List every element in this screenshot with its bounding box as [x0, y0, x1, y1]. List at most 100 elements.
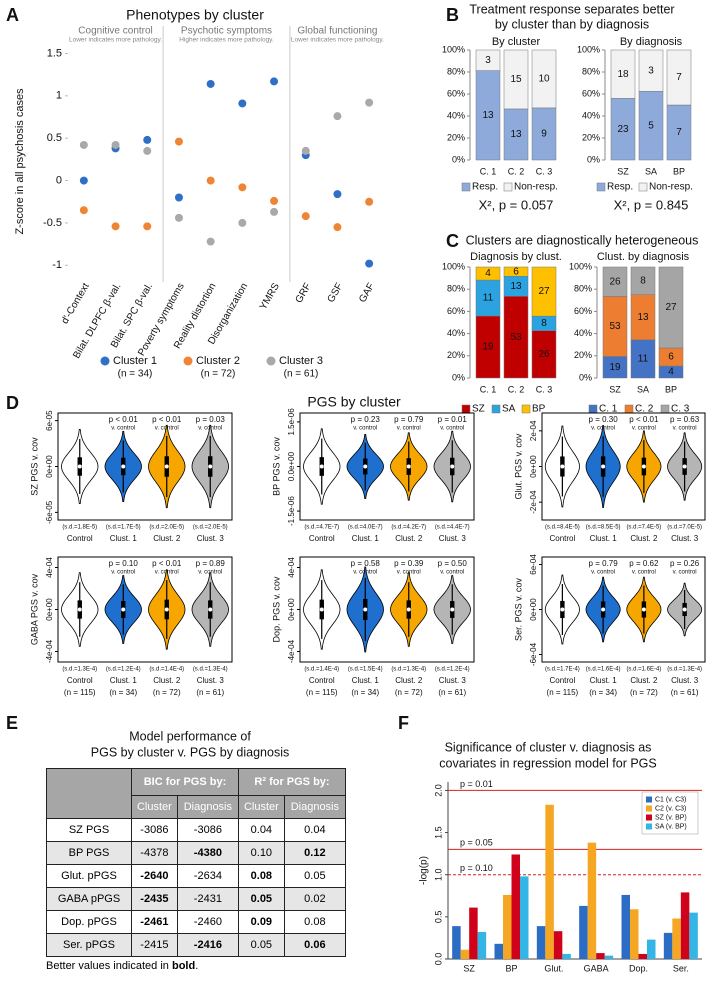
dot: [365, 197, 374, 206]
bar-segment: [638, 49, 664, 92]
panel-letter: E: [6, 713, 18, 733]
y-tick-label: 0%: [587, 154, 600, 164]
header-cell: R² for PGS by:: [237, 768, 347, 796]
data-label: 5: [648, 120, 654, 131]
bar: [469, 907, 478, 959]
table-cell: -2460: [176, 910, 239, 934]
y-tick-label: 0e+00: [529, 598, 538, 621]
panel-letter: C: [446, 231, 459, 251]
data-label: 53: [510, 332, 522, 343]
legend-swatch: [183, 356, 193, 366]
legend-label: BP: [532, 404, 546, 415]
bar: [604, 955, 614, 959]
violin-median: [121, 464, 126, 469]
table-cell: 0.02: [283, 887, 347, 911]
table-cell: -2415: [131, 933, 178, 957]
table-cell: -2461: [131, 910, 178, 934]
y-tick-label: 40%: [574, 328, 592, 338]
p-label: p = 0.23: [351, 415, 381, 424]
y-tick-label: -6e-05: [45, 500, 54, 524]
violin-median: [601, 464, 606, 469]
bar-segment: [475, 49, 501, 71]
x-tick-label: SA: [637, 384, 649, 394]
violin-median: [406, 607, 411, 612]
p-label: p = 0.79: [589, 559, 619, 568]
p-label: p < 0.01: [109, 415, 139, 424]
p-note: v. control: [673, 570, 697, 576]
p-note: v. control: [111, 570, 135, 576]
bar: [520, 876, 529, 959]
dot: [206, 79, 215, 88]
table-cell: -4378: [131, 841, 178, 865]
data-label: 13: [510, 129, 522, 140]
p-note: v. control: [591, 426, 615, 432]
p-label: p = 0.79: [394, 415, 424, 424]
bar-segment: [503, 49, 529, 110]
x-tick-label: C. 2: [508, 384, 525, 394]
table-cell: -2634: [176, 864, 239, 888]
sd-label: (s.d.=1.3E-4): [62, 667, 97, 673]
data-label: 26: [538, 349, 550, 360]
panel-heading: Treatment response separates better: [469, 2, 674, 16]
sd-label: (s.d.=2.0E-5): [193, 525, 228, 531]
dot: [143, 135, 152, 144]
x-tick-label: Clust. 2: [153, 534, 181, 543]
bar: [460, 949, 470, 959]
group-note: Lower indicates more pathology.: [69, 37, 162, 44]
x-tick-label: Ser.: [673, 963, 689, 973]
sd-label: (s.d.=1.2E-4): [106, 667, 141, 673]
violin-median: [450, 464, 455, 469]
bar: [596, 953, 605, 959]
legend-swatch: [266, 356, 276, 366]
data-label: 19: [609, 362, 621, 373]
panel-heading: Clusters are diagnostically heterogeneou…: [466, 233, 699, 247]
data-label: 13: [637, 312, 649, 323]
p-label: p = 0.39: [394, 559, 424, 568]
y-axis-label: Ser. PGS v. cov: [513, 578, 523, 641]
legend-swatch: [503, 182, 513, 192]
n-label: (n = 72): [630, 688, 658, 697]
row-label: GABA pPGS: [46, 887, 132, 911]
data-label: 4: [485, 268, 491, 279]
legend-label: Resp.: [607, 182, 633, 193]
p-label: p < 0.01: [152, 415, 182, 424]
dot: [333, 112, 342, 121]
y-tick-label: 80%: [574, 284, 592, 294]
table-cell: -3086: [176, 818, 239, 842]
p-note: v. control: [397, 570, 421, 576]
bar-segment: [531, 266, 557, 317]
data-label: 26: [609, 276, 621, 287]
table-cell: 0.05: [237, 933, 285, 957]
legend-label: C1 (v. C3): [655, 796, 686, 803]
footnote-bold: bold: [171, 960, 196, 972]
violin-median: [406, 464, 411, 469]
table-cell: -3086: [131, 818, 178, 842]
table-cell: 0.12: [283, 841, 347, 865]
dot: [301, 146, 310, 155]
y-tick-label: 1: [56, 90, 62, 102]
y-tick-label: -2e-04: [529, 490, 538, 514]
y-tick-label: 20%: [447, 350, 465, 360]
bar-segment: [630, 266, 656, 295]
x-tick-label: Clust. 1: [590, 676, 618, 685]
x-tick-label: Control: [549, 534, 575, 543]
legend-label: C. 1: [599, 404, 618, 415]
y-tick-label: 60%: [447, 88, 465, 98]
chart-subtitle: By diagnosis: [620, 36, 683, 48]
y-axis-label: Z-score in all psychosis cases: [14, 88, 26, 235]
p-note: v. control: [353, 570, 377, 576]
y-tick-label: -1.5e-06: [287, 496, 296, 526]
subheader-cell: Cluster: [237, 795, 285, 819]
legend-swatch: [646, 814, 652, 821]
legend-label: Cluster 1: [113, 355, 157, 367]
x-tick-label: SZ: [609, 384, 621, 394]
sd-label: (s.d.=1.6E-4): [626, 667, 661, 673]
p-label: p < 0.01: [629, 415, 659, 424]
bar-segment: [602, 266, 628, 297]
sd-label: (s.d.=1.4E-4): [304, 667, 339, 673]
table-cell: -2435: [131, 887, 178, 911]
y-axis-label: -log(p): [419, 856, 430, 885]
n-label: (n = 34): [351, 688, 379, 697]
p-label: p = 0.62: [629, 559, 659, 568]
data-label: 3: [648, 65, 654, 76]
